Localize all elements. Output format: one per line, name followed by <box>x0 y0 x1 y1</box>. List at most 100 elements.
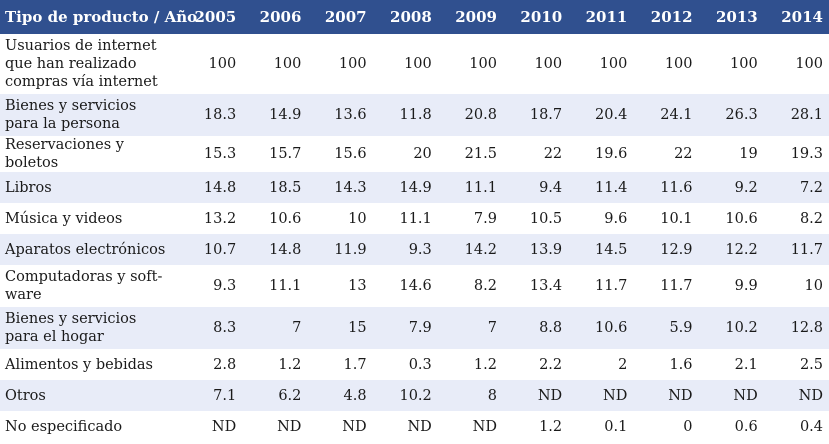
table-row: Alimentos y bebidas 2.8 1.2 1.7 0.3 1.2 2.2 2 1.… <box>0 349 829 380</box>
table-cell: 14.6 <box>399 278 432 294</box>
table-cell: 1.7 <box>343 356 367 373</box>
table-cell: 15.6 <box>334 146 367 162</box>
table-cell: 100 <box>469 56 497 72</box>
table-cell: 7.2 <box>763 172 829 203</box>
table-cell: 14.5 <box>568 234 634 265</box>
row-label: Usuarios de internet que han realizado c… <box>5 38 158 90</box>
table-cell: 22 <box>543 146 563 162</box>
table-cell: 10.2 <box>698 307 764 349</box>
table-cell: 11.1 <box>437 172 503 203</box>
table-cell: 11.9 <box>307 234 373 265</box>
table-cell: 18.3 <box>177 94 243 136</box>
table-cell: 11.4 <box>568 172 634 203</box>
table-cell: 10 <box>804 278 823 294</box>
table-cell: 15.3 <box>203 146 237 162</box>
table-cell: 15 <box>307 307 373 349</box>
table-row: No especificado ND ND ND ND ND 1.2 0.1 0 0.6 0.4 <box>0 411 829 442</box>
table-cell: 10.5 <box>529 210 563 227</box>
row-label: Alimentos y bebidas <box>5 356 153 373</box>
table-cell: 19.6 <box>595 146 628 162</box>
header-year: 2011 <box>568 0 634 34</box>
table-cell: 10.2 <box>372 380 438 411</box>
table-cell: 2 <box>618 356 628 373</box>
table-cell: 10.6 <box>269 210 302 227</box>
table-cell: 20.4 <box>568 94 634 136</box>
table-cell: 7.9 <box>372 307 438 349</box>
table-cell: ND <box>407 418 432 435</box>
table-cell: 15.7 <box>269 146 302 162</box>
table-cell: 100 <box>795 56 823 72</box>
table-cell: 21.5 <box>464 146 497 162</box>
header-year: 2010 <box>502 0 569 34</box>
table-cell: 2.5 <box>799 356 823 373</box>
table-cell: 14.9 <box>372 172 438 203</box>
row-label: Música y videos <box>5 210 123 227</box>
table-cell: 19 <box>739 146 758 162</box>
row-label: Otros <box>0 380 178 411</box>
table-cell: 26.3 <box>698 94 764 136</box>
header-year: 2005 <box>177 0 243 34</box>
table-cell: 0.3 <box>408 356 432 373</box>
row-label: Aparatos electrónicos <box>0 234 178 265</box>
table-cell: 28.1 <box>763 94 829 136</box>
table-cell: 100 <box>404 56 432 72</box>
table-cell: 10.7 <box>177 234 243 265</box>
header-year: 2012 <box>633 0 699 34</box>
table-cell: 5.9 <box>633 307 699 349</box>
table-cell: 10.6 <box>725 210 758 227</box>
table-cell: 8.2 <box>799 210 823 227</box>
table-cell: 0 <box>683 418 693 435</box>
table-cell: 14.9 <box>242 94 308 136</box>
table-cell: 10.6 <box>568 307 634 349</box>
table-cell: 14.8 <box>177 172 243 203</box>
table-cell: 100 <box>730 56 758 72</box>
table-cell: ND <box>502 380 569 411</box>
table-cell: 10 <box>348 210 367 227</box>
table-cell: 100 <box>599 56 628 72</box>
table-cell: ND <box>568 380 634 411</box>
table-cell: 100 <box>273 56 302 72</box>
header-year: 2009 <box>437 0 503 34</box>
table-cell: 19.3 <box>790 146 823 162</box>
table-cell: 10.1 <box>660 210 693 227</box>
table-cell: 13.2 <box>203 210 237 227</box>
table-cell: 11.1 <box>399 210 432 227</box>
header-year: 2007 <box>307 0 373 34</box>
table-cell: 100 <box>338 56 367 72</box>
table-cell: 12.2 <box>698 234 764 265</box>
table-cell: ND <box>763 380 829 411</box>
table-cell: 6.2 <box>242 380 308 411</box>
table-cell: 8.3 <box>177 307 243 349</box>
table-cell: 4.8 <box>307 380 373 411</box>
table-cell: ND <box>342 418 367 435</box>
table-row: Música y videos 13.2 10.6 10 11.1 7.9 10.5 9.6 1… <box>0 203 829 234</box>
table-cell: 1.2 <box>278 356 302 373</box>
table-cell: 24.1 <box>633 94 699 136</box>
table-cell: 14.3 <box>307 172 373 203</box>
table-cell: ND <box>633 380 699 411</box>
table-row: Aparatos electrónicos 10.7 14.8 11.9 9.3 14.2… <box>0 234 829 265</box>
table-cell: 9.4 <box>502 172 569 203</box>
table-cell: 8.8 <box>502 307 569 349</box>
table-cell: 100 <box>534 56 563 72</box>
table-row: Bienes y servicios para el hogar 8.3 7 15 7.… <box>0 307 829 349</box>
table-cell: 13.9 <box>502 234 569 265</box>
table-cell: 9.3 <box>213 278 237 294</box>
table-cell: 9.9 <box>734 278 758 294</box>
table-row: Computadoras y soft-ware 9.3 11.1 13 14.6 8.2… <box>0 265 829 307</box>
table-cell: 9.2 <box>698 172 764 203</box>
table-cell: 11.7 <box>763 234 829 265</box>
table-cell: 2.1 <box>734 356 758 373</box>
table-row: Reservaciones y boletos 15.3 15.7 15.6 20 21.… <box>0 136 829 172</box>
table-cell: 11.7 <box>660 278 693 294</box>
table-cell: 22 <box>674 146 693 162</box>
table-cell: 20 <box>413 146 432 162</box>
row-label: Bienes y servicios para la persona <box>0 94 178 136</box>
table-cell: 11.6 <box>633 172 699 203</box>
table-cell: 1.2 <box>539 418 563 435</box>
table-header-row: Tipo de producto / Año 2005 2006 2007 20… <box>0 0 829 34</box>
table-row: Bienes y servicios para la persona 18.3 14… <box>0 94 829 136</box>
table-cell: 13 <box>348 278 367 294</box>
table-cell: 14.2 <box>437 234 503 265</box>
